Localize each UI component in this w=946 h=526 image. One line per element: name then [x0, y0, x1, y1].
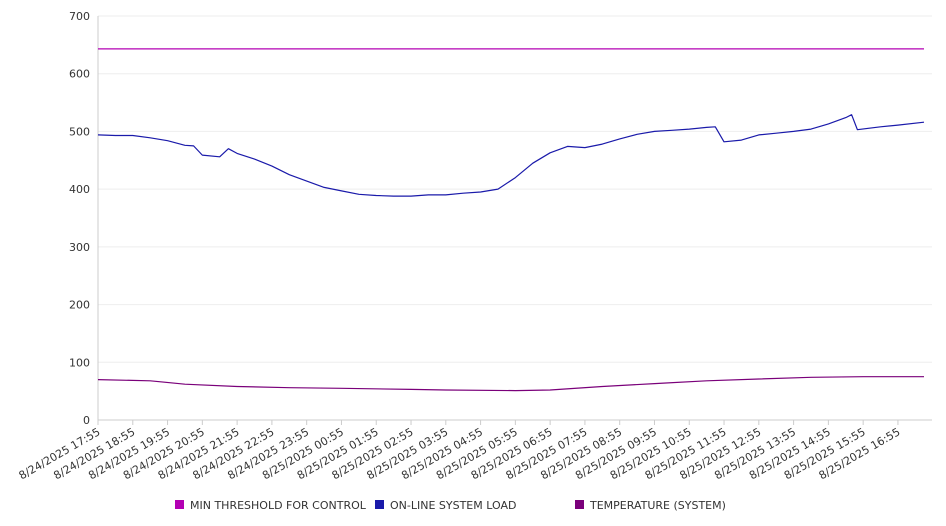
legend: MIN THRESHOLD FOR CONTROL ON-LINE SYSTEM … [175, 499, 726, 512]
legend-swatch [175, 500, 184, 509]
y-tick-label: 0 [83, 414, 90, 427]
y-tick-label: 700 [69, 10, 90, 23]
legend-label: MIN THRESHOLD FOR CONTROL [190, 499, 367, 512]
gridlines [98, 15, 932, 363]
y-tick-label: 500 [69, 125, 90, 138]
y-tick-label: 400 [69, 183, 90, 196]
series-line-2 [97, 376, 924, 392]
y-tick-label: 600 [69, 68, 90, 81]
legend-label: ON-LINE SYSTEM LOAD [390, 499, 516, 512]
legend-swatch [375, 500, 384, 509]
y-tick-label: 100 [69, 356, 90, 369]
legend-label: TEMPERATURE (SYSTEM) [589, 499, 726, 512]
x-axis-ticks: 8/24/2025 17:558/24/2025 18:558/24/2025 … [17, 420, 902, 482]
y-tick-label: 300 [69, 241, 90, 254]
y-tick-label: 200 [69, 299, 90, 312]
y-axis-ticks: 0 100 200 300 400 500 600 700 [69, 10, 90, 427]
legend-swatch [575, 500, 584, 509]
series-lines [97, 48, 925, 392]
series-line-1 [97, 114, 925, 197]
